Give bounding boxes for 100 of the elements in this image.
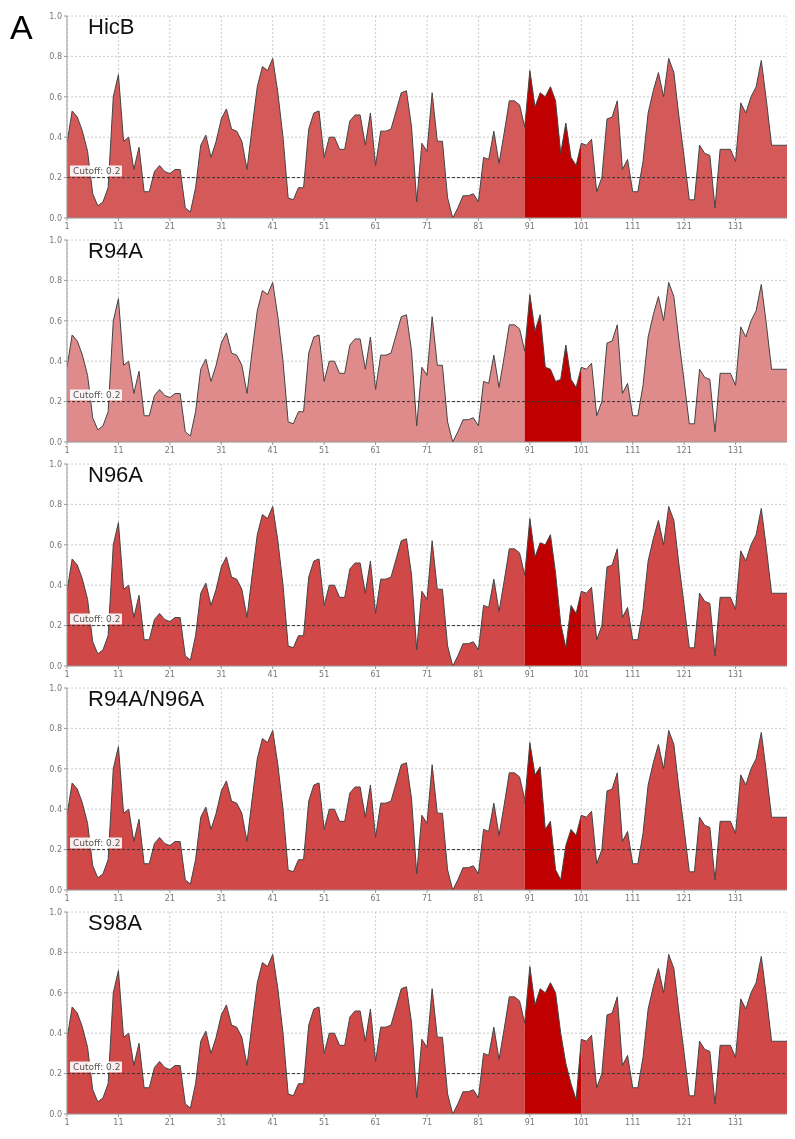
ref-line-label: Cutoff: 0.2 [73, 838, 121, 849]
chart-title: R94A [88, 238, 144, 264]
y-tick-label: 0.8 [49, 276, 62, 286]
x-tick-label: 61 [370, 445, 381, 455]
x-tick-label: 61 [370, 1117, 381, 1127]
x-tick-label: 101 [573, 669, 589, 679]
y-tick-label: 0.0 [49, 437, 62, 447]
x-tick-label: 131 [727, 669, 744, 679]
x-tick-label: 41 [267, 445, 278, 455]
x-tick-label: 91 [524, 669, 535, 679]
y-tick-label: 0.6 [49, 316, 62, 326]
x-tick-label: 131 [727, 221, 744, 231]
y-tick-label: 0.4 [49, 1029, 62, 1039]
x-tick-label: 61 [370, 669, 381, 679]
x-tick-label: 41 [267, 1117, 278, 1127]
chart-title: R94A/N96A [88, 686, 205, 712]
x-tick-label: 21 [164, 669, 175, 679]
x-tick-label: 81 [473, 1117, 484, 1127]
x-tick-label: 11 [113, 669, 124, 679]
x-tick-label: 21 [164, 445, 175, 455]
x-tick-label: 101 [573, 221, 589, 231]
y-tick-label: 0.6 [49, 92, 62, 102]
x-tick-label: 71 [421, 1117, 433, 1127]
y-tick-label: 0.8 [49, 724, 62, 734]
y-tick-label: 0.0 [49, 661, 62, 671]
x-tick-label: 51 [319, 669, 330, 679]
y-tick-label: 0.8 [49, 52, 62, 62]
x-tick-label: 71 [421, 445, 433, 455]
x-tick-label: 121 [676, 445, 692, 455]
x-tick-label: 51 [319, 893, 330, 903]
x-tick-label: 21 [164, 893, 175, 903]
y-tick-label: 0.6 [49, 988, 62, 998]
text: A [10, 8, 33, 47]
y-tick-label: 0.8 [49, 500, 62, 510]
y-tick-label: 0.0 [49, 213, 62, 223]
x-tick-label: 81 [473, 893, 484, 903]
y-tick-label: 0.0 [49, 1109, 62, 1119]
x-tick-label: 81 [473, 669, 484, 679]
x-tick-label: 81 [473, 221, 484, 231]
y-tick-label: 0.0 [49, 885, 62, 895]
x-tick-label: 91 [524, 221, 535, 231]
x-tick-label: 131 [727, 1117, 744, 1127]
x-tick-label: 121 [676, 1117, 692, 1127]
x-tick-label: 111 [625, 445, 641, 455]
x-tick-label: 1 [64, 893, 70, 903]
ref-line-label: Cutoff: 0.2 [73, 1062, 121, 1073]
y-tick-label: 0.4 [49, 357, 62, 367]
x-tick-label: 41 [267, 669, 278, 679]
x-tick-label: 11 [113, 893, 124, 903]
y-tick-label: 1.0 [49, 235, 62, 245]
x-tick-label: 101 [573, 445, 589, 455]
ref-line-label: Cutoff: 0.2 [73, 390, 121, 401]
x-tick-label: 21 [164, 1117, 175, 1127]
x-tick-label: 1 [64, 1117, 70, 1127]
ref-line-label: Cutoff: 0.2 [73, 614, 121, 625]
x-tick-label: 81 [473, 445, 484, 455]
x-tick-label: 31 [216, 445, 227, 455]
x-tick-label: 31 [216, 221, 227, 231]
ref-line-label: Cutoff: 0.2 [73, 166, 121, 177]
x-tick-label: 1 [64, 221, 70, 231]
x-tick-label: 121 [676, 893, 692, 903]
y-tick-label: 0.4 [49, 581, 62, 591]
x-tick-label: 91 [524, 1117, 535, 1127]
chart-title: N96A [88, 462, 144, 488]
x-tick-label: 121 [676, 669, 692, 679]
y-tick-label: 0.4 [49, 133, 62, 143]
x-tick-label: 1 [64, 669, 70, 679]
y-tick-label: 1.0 [49, 11, 62, 21]
chart-title: HicB [88, 14, 135, 40]
y-tick-label: 1.0 [49, 683, 62, 693]
x-tick-label: 131 [727, 893, 744, 903]
x-tick-label: 21 [164, 221, 175, 231]
x-tick-label: 31 [216, 893, 227, 903]
x-tick-label: 51 [319, 221, 330, 231]
x-tick-label: 71 [421, 893, 433, 903]
x-tick-label: 31 [216, 669, 227, 679]
y-tick-label: 0.6 [49, 540, 62, 550]
x-tick-label: 11 [113, 1117, 124, 1127]
x-tick-label: 71 [421, 221, 433, 231]
y-tick-label: 0.2 [49, 1069, 62, 1079]
x-tick-label: 111 [625, 1117, 641, 1127]
y-tick-label: 0.2 [49, 845, 62, 855]
x-tick-label: 11 [113, 445, 124, 455]
x-tick-label: 41 [267, 893, 278, 903]
x-tick-label: 41 [267, 221, 278, 231]
y-tick-label: 0.2 [49, 397, 62, 407]
x-tick-label: 131 [727, 445, 744, 455]
x-tick-label: 51 [319, 1117, 330, 1127]
x-tick-label: 111 [625, 893, 641, 903]
y-tick-label: 0.4 [49, 805, 62, 815]
x-tick-label: 111 [625, 669, 641, 679]
x-tick-label: 11 [113, 221, 124, 231]
x-tick-label: 111 [625, 221, 641, 231]
y-tick-label: 1.0 [49, 459, 62, 469]
x-tick-label: 31 [216, 1117, 227, 1127]
x-tick-label: 91 [524, 445, 535, 455]
x-tick-label: 101 [573, 893, 589, 903]
y-tick-label: 0.8 [49, 948, 62, 958]
x-tick-label: 121 [676, 221, 692, 231]
y-tick-label: 0.6 [49, 764, 62, 774]
